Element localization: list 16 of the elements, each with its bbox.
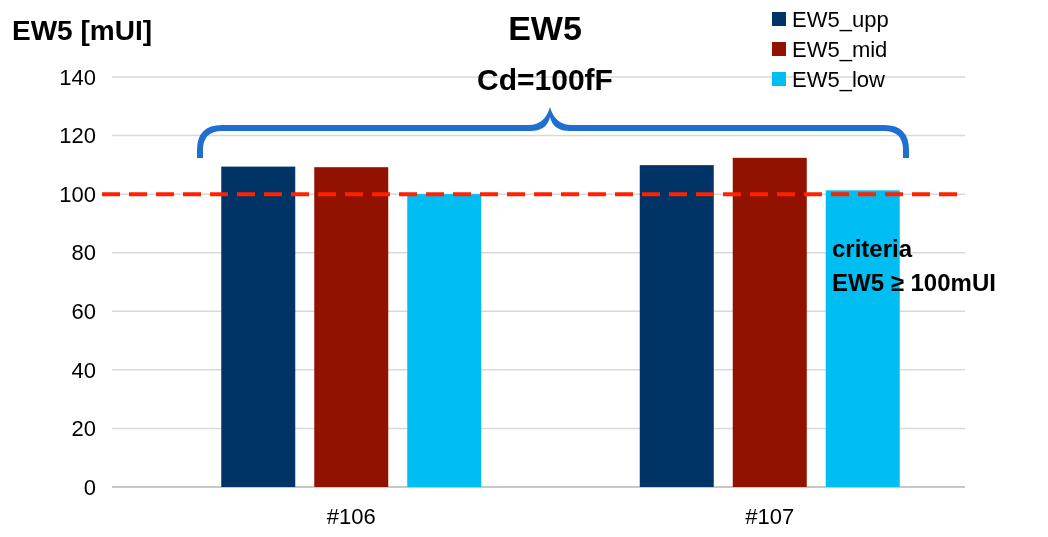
legend-label: EW5_upp [792, 6, 889, 32]
x-tick-label: #107 [745, 504, 795, 529]
x-tick-label: #106 [326, 504, 376, 529]
y-tick-label: 60 [71, 298, 96, 324]
legend-label: EW5_low [792, 66, 886, 92]
chart-subtitle: Cd=100fF [477, 63, 613, 96]
y-tick-label: 80 [71, 240, 96, 266]
y-tick-label: 40 [71, 357, 96, 383]
y-axis-title: EW5 [mUI] [12, 15, 152, 46]
chart-title: EW5 [508, 9, 582, 47]
y-tick-label: 0 [83, 474, 96, 500]
y-tick-label: 140 [59, 64, 96, 90]
legend-label: EW5_mid [792, 36, 888, 62]
y-tick-label: 20 [71, 416, 96, 442]
y-tick-label: 120 [59, 123, 96, 149]
y-tick-label: 100 [59, 181, 96, 207]
